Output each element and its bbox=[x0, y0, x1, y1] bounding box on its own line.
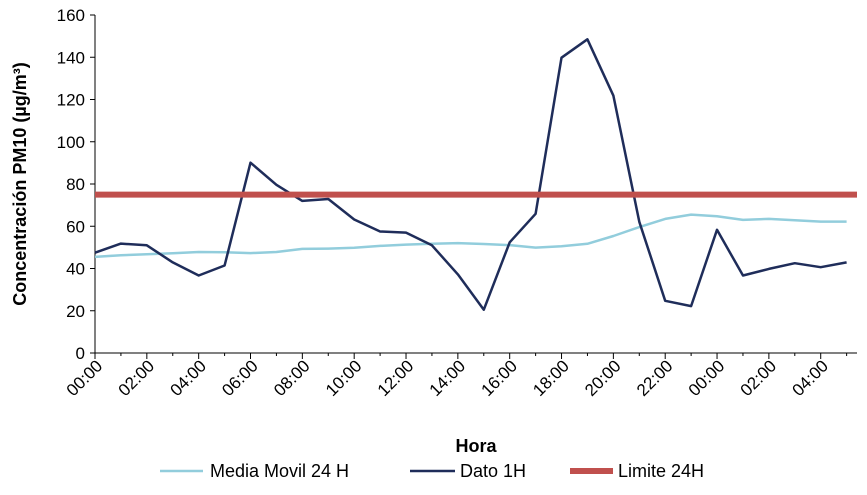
legend-label-1: Dato 1H bbox=[460, 461, 526, 481]
x-tick-label: 02:00 bbox=[115, 356, 159, 400]
y-tick-label: 60 bbox=[66, 217, 85, 236]
x-tick-label: 04:00 bbox=[166, 356, 210, 400]
x-tick-label: 02:00 bbox=[737, 356, 781, 400]
y-tick-label: 80 bbox=[66, 175, 85, 194]
x-tick-label: 06:00 bbox=[218, 356, 262, 400]
x-tick-label: 00:00 bbox=[685, 356, 729, 400]
x-tick-label: 04:00 bbox=[789, 356, 833, 400]
legend-label-2: Limite 24H bbox=[618, 461, 704, 481]
legend-label-0: Media Movil 24 H bbox=[210, 461, 349, 481]
y-tick-label: 20 bbox=[66, 302, 85, 321]
y-tick-label: 0 bbox=[76, 344, 85, 363]
x-tick-label: 22:00 bbox=[633, 356, 677, 400]
series-line-0 bbox=[94, 213, 847, 259]
x-tick-label: 08:00 bbox=[270, 356, 314, 400]
x-tick-label: 18:00 bbox=[529, 356, 573, 400]
y-tick-label: 40 bbox=[66, 260, 85, 279]
series-line-1 bbox=[94, 38, 847, 311]
y-tick-label: 120 bbox=[57, 91, 85, 110]
y-axis: 0 20 40 60 80 100 120 140 160 bbox=[57, 6, 96, 363]
y-tick-label: 100 bbox=[57, 133, 85, 152]
x-tick-label: 12:00 bbox=[374, 356, 418, 400]
x-axis-title: Hora bbox=[455, 436, 497, 456]
x-tick-label: 16:00 bbox=[477, 356, 521, 400]
x-tick-label: 20:00 bbox=[581, 356, 625, 400]
legend: Media Movil 24 H Dato 1H Limite 24H bbox=[160, 461, 704, 481]
x-tick-label: 10:00 bbox=[322, 356, 366, 400]
x-tick-label: 14:00 bbox=[426, 356, 470, 400]
y-axis-title: Concentración PM10 (µg/m³) bbox=[10, 62, 30, 305]
series-layer bbox=[94, 38, 857, 311]
x-axis: 00:00 02:00 04:00 06:00 08:00 10:00 12:00 14:00… bbox=[63, 352, 857, 400]
y-tick-label: 160 bbox=[57, 6, 85, 25]
y-tick-label: 140 bbox=[57, 48, 85, 67]
